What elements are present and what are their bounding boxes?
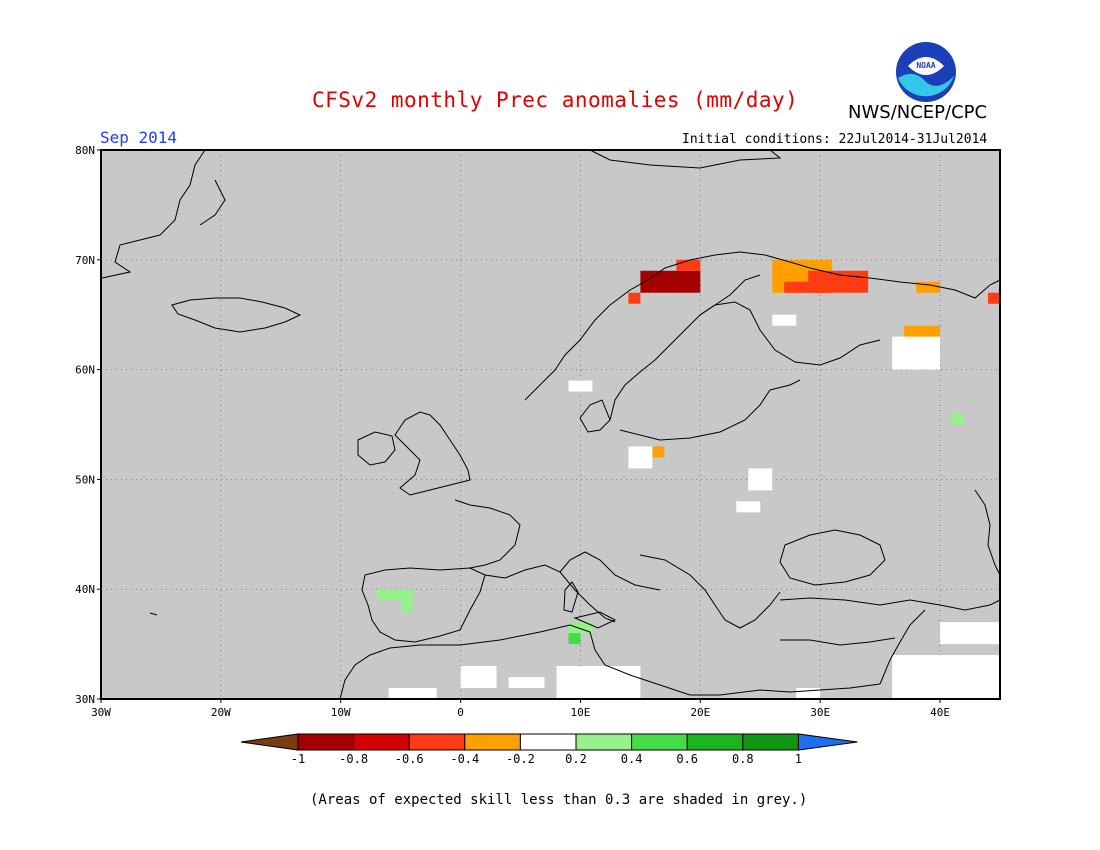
map-axis-labels: 30N 40N 50N 60N 70N 80N 30W 20W 10W 0 10E 20E 30E 40E <box>75 144 950 719</box>
lon-tick-label: 10W <box>331 706 351 719</box>
anomaly-cell <box>388 688 437 699</box>
lat-tick-label: 40N <box>75 583 95 596</box>
colorbar: -1 -0.8 -0.6 -0.4 -0.2 0.2 0.4 0.6 0.8 1 <box>240 733 858 766</box>
target-month: Sep 2014 <box>100 128 178 147</box>
lon-tick-label: 20W <box>211 706 231 719</box>
agency-label: NWS/NCEP/CPC <box>848 102 988 123</box>
lon-tick-label: 0 <box>457 706 464 719</box>
anomaly-cell <box>460 666 497 689</box>
anomaly-cell <box>652 446 665 458</box>
initial-conditions: Initial conditions: 22Jul2014-31Jul2014 <box>682 132 988 147</box>
colorbar-tick-label: 0.2 <box>565 752 587 766</box>
colorbar-segment <box>464 733 521 751</box>
anomaly-cell <box>508 677 545 689</box>
anomaly-cell <box>892 655 1000 699</box>
lat-tick-label: 50N <box>75 473 95 486</box>
lat-tick-label: 80N <box>75 144 95 157</box>
anomaly-cell <box>556 666 641 699</box>
anomaly-cell <box>568 380 593 392</box>
anomaly-cell <box>640 270 701 293</box>
colorbar-segment <box>575 733 633 751</box>
colorbar-arrow-high <box>797 733 858 751</box>
map-background <box>101 150 1000 699</box>
anomaly-cell <box>808 270 869 293</box>
colorbar-tick-label: 0.6 <box>676 752 698 766</box>
anomaly-cell <box>400 600 413 612</box>
colorbar-tick-label: 0.8 <box>732 752 754 766</box>
anomaly-cell <box>892 336 941 370</box>
anomaly-cell <box>904 325 941 337</box>
anomaly-cell <box>568 633 581 645</box>
colorbar-tick-label: -0.4 <box>450 752 479 766</box>
anomaly-cell <box>796 688 821 699</box>
anomaly-cells <box>376 259 1000 699</box>
map-frame <box>100 149 1001 700</box>
colorbar-arrow-low <box>240 733 299 751</box>
map-title: CFSv2 monthly Prec anomalies (mm/day) <box>312 88 799 112</box>
anomaly-cell <box>952 413 965 425</box>
colorbar-tick-label: -1 <box>291 752 305 766</box>
noaa-logo: NOAA <box>894 40 958 104</box>
colorbar-tick-label: -0.6 <box>395 752 424 766</box>
lat-tick-label: 30N <box>75 693 95 706</box>
skill-note: (Areas of expected skill less than 0.3 a… <box>310 792 808 808</box>
colorbar-segment <box>297 733 355 751</box>
colorbar-segment <box>742 733 799 751</box>
colorbar-tick-label: 0.4 <box>621 752 643 766</box>
anomaly-cell <box>628 292 641 304</box>
anomaly-cell <box>628 446 653 469</box>
anomaly-cell <box>676 259 701 271</box>
lon-tick-label: 20E <box>690 706 710 719</box>
noaa-logo-text: NOAA <box>916 61 935 70</box>
anomaly-cell <box>988 292 1000 304</box>
anomaly-cell <box>736 501 761 513</box>
gridlines <box>101 150 1000 699</box>
anomaly-cell <box>940 622 1000 645</box>
colorbar-tick-label: -0.8 <box>339 752 368 766</box>
anomaly-cell <box>916 281 941 293</box>
lat-tick-label: 70N <box>75 254 95 267</box>
anomaly-cell <box>376 589 413 601</box>
colorbar-segment <box>631 733 688 751</box>
lon-tick-label: 30W <box>91 706 111 719</box>
coastlines <box>101 149 1001 700</box>
colorbar-tick-label: 1 <box>795 752 802 766</box>
anomaly-cell <box>772 259 833 293</box>
colorbar-segment <box>519 733 577 751</box>
colorbar-segment <box>686 733 744 751</box>
anomaly-cell <box>568 622 593 634</box>
colorbar-tick-label: -0.2 <box>506 752 535 766</box>
anomaly-cell <box>784 281 833 293</box>
colorbar-segment <box>353 733 410 751</box>
lon-tick-label: 40E <box>930 706 950 719</box>
lat-tick-label: 60N <box>75 364 95 377</box>
anomaly-cell <box>772 314 797 326</box>
colorbar-segment <box>408 733 466 751</box>
lon-tick-label: 30E <box>810 706 830 719</box>
anomaly-cell <box>748 468 773 491</box>
lon-tick-label: 10E <box>571 706 591 719</box>
